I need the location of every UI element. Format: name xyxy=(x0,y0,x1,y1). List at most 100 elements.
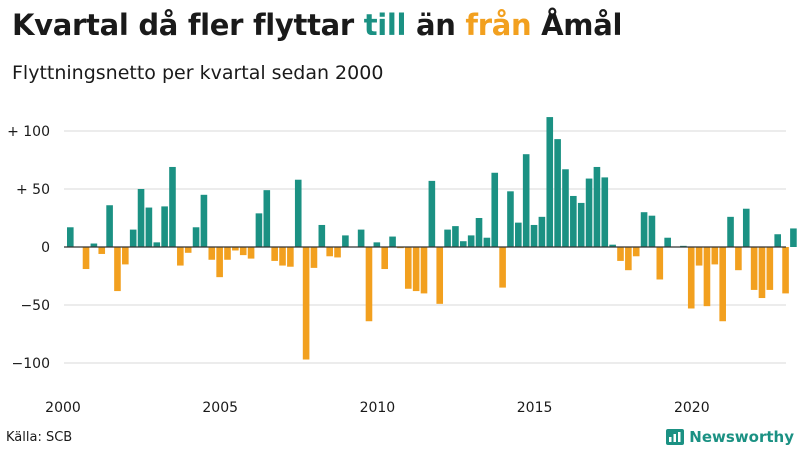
bar xyxy=(365,247,373,322)
bar xyxy=(475,218,483,247)
bar xyxy=(640,212,648,247)
bar xyxy=(67,227,74,247)
bar xyxy=(577,202,585,247)
bar xyxy=(758,247,766,299)
brand-logo-link[interactable]: Newsworthy xyxy=(666,428,794,446)
bar xyxy=(570,195,577,247)
bar xyxy=(381,247,388,270)
title-highlight-out: från xyxy=(465,8,532,42)
bar xyxy=(169,166,176,247)
bars xyxy=(64,117,797,360)
bar xyxy=(585,178,593,247)
x-tick-label: 2015 xyxy=(517,400,553,416)
bar xyxy=(357,229,365,247)
bar xyxy=(436,247,444,304)
bar xyxy=(200,194,208,247)
bar xyxy=(632,247,640,257)
bar xyxy=(287,247,294,267)
bar xyxy=(279,247,286,266)
title-pre: Kvartal då fler flyttar xyxy=(12,8,364,42)
bar xyxy=(467,235,475,247)
bar xyxy=(404,247,412,289)
bar xyxy=(617,247,624,261)
y-tick-label: + 100 xyxy=(7,124,50,140)
bar xyxy=(460,241,467,247)
bar xyxy=(232,247,239,251)
bar xyxy=(224,247,231,260)
bar xyxy=(310,247,318,268)
bar xyxy=(530,224,538,247)
bar xyxy=(114,247,121,292)
bar xyxy=(373,242,381,247)
bar xyxy=(177,247,184,266)
bar xyxy=(648,215,656,247)
bar xyxy=(161,206,168,247)
bar xyxy=(208,247,216,260)
bar xyxy=(782,247,789,294)
bar xyxy=(522,154,530,247)
bar xyxy=(239,247,247,256)
y-tick-label: −50 xyxy=(20,298,50,314)
bar xyxy=(82,247,90,270)
bar xyxy=(428,180,436,247)
bar xyxy=(184,247,192,253)
bar xyxy=(420,247,428,294)
title-post: Åmål xyxy=(531,8,623,42)
bar-chart-icon xyxy=(666,429,685,445)
bar xyxy=(507,191,514,247)
y-tick-label: 0 xyxy=(41,240,50,256)
x-tick-label: 2010 xyxy=(360,400,396,416)
bar xyxy=(703,247,711,307)
x-tick-label: 2005 xyxy=(202,400,238,416)
x-tick-labels: 2000 2005 2010 2015 2020 xyxy=(45,400,709,416)
bar xyxy=(625,247,632,271)
bar xyxy=(334,247,341,258)
bar xyxy=(153,242,161,247)
bar xyxy=(389,236,396,247)
bar xyxy=(98,247,106,254)
bar xyxy=(727,216,734,247)
bar xyxy=(774,234,781,247)
bar xyxy=(90,243,98,247)
bar xyxy=(719,247,726,322)
bar xyxy=(766,247,774,290)
bar xyxy=(742,208,750,247)
bar xyxy=(546,117,554,247)
title-highlight-in: till xyxy=(363,8,407,42)
bar xyxy=(790,228,797,247)
page-title: Kvartal då fler flyttar till än från Åmå… xyxy=(12,8,622,42)
bar xyxy=(106,205,113,247)
bar xyxy=(263,190,271,247)
bar xyxy=(271,247,278,261)
bar xyxy=(538,216,546,247)
grid-lines xyxy=(64,130,786,364)
bar xyxy=(687,247,695,309)
bar xyxy=(656,247,664,280)
bar xyxy=(562,169,569,247)
bar xyxy=(129,229,137,247)
y-tick-label: + 50 xyxy=(16,182,50,198)
bar xyxy=(294,179,302,247)
bar xyxy=(412,247,420,292)
bar xyxy=(302,247,310,360)
bar xyxy=(122,247,129,265)
bar xyxy=(750,247,758,290)
bar xyxy=(452,226,459,247)
bar xyxy=(554,139,561,247)
bar xyxy=(515,222,522,247)
bar xyxy=(192,227,200,247)
x-tick-label: 2020 xyxy=(674,400,710,416)
bar xyxy=(483,237,491,247)
bar xyxy=(342,235,349,247)
bar xyxy=(711,247,719,265)
brand-name: Newsworthy xyxy=(689,428,794,446)
bar xyxy=(318,224,326,247)
bar xyxy=(444,229,451,247)
bar xyxy=(664,237,671,247)
bar xyxy=(609,244,616,247)
bar xyxy=(137,189,145,247)
bar xyxy=(326,247,333,257)
bar xyxy=(255,213,263,247)
bar xyxy=(499,247,506,288)
